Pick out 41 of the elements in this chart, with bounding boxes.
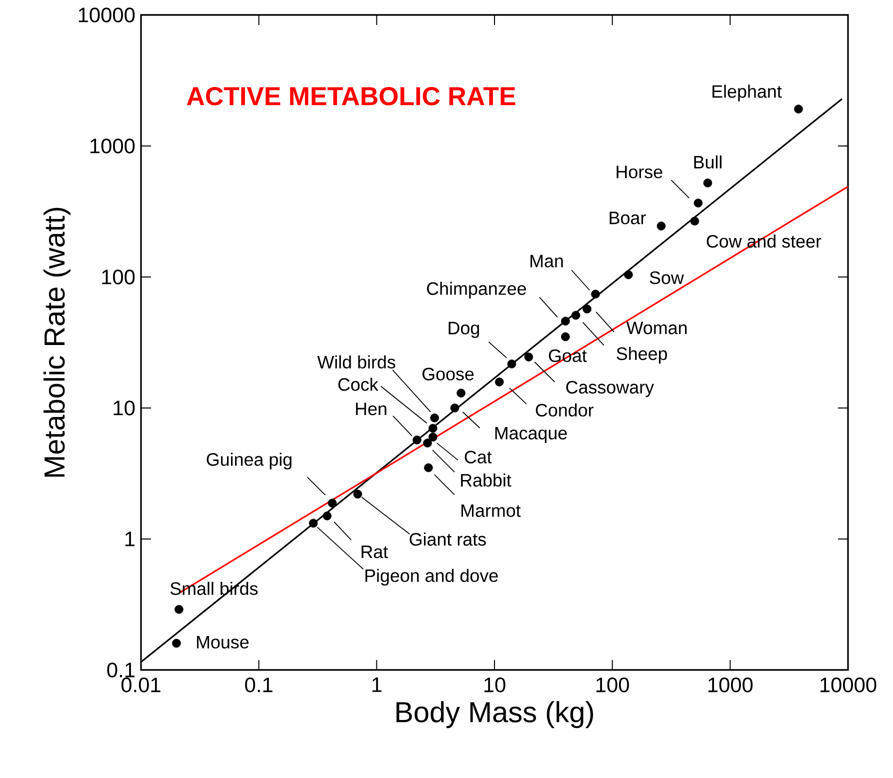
annotation: Goose <box>422 368 474 380</box>
annotation: Man <box>530 254 563 268</box>
x-tick-label: 10 <box>484 678 506 692</box>
annotation: Hen <box>356 402 386 416</box>
annotation: Guinea pig <box>206 452 292 470</box>
annotation: Rat <box>362 546 388 558</box>
x-tick-label: 0.1 <box>245 678 272 692</box>
y-tick-label: 10000 <box>78 8 135 22</box>
annotation: Wild birds <box>317 355 396 368</box>
x-axis-title: Body Mass (kg) <box>396 701 594 728</box>
annotation: Macaque <box>495 426 567 444</box>
annotation: Chimpanzee <box>427 282 526 299</box>
annotation: Marmot <box>462 504 521 517</box>
y-tick-label: 100 <box>102 270 135 284</box>
y-tick-label: 0.1 <box>107 662 134 678</box>
x-tick-label: 1000 <box>708 678 753 692</box>
annotation: Sheep <box>616 346 667 364</box>
y-tick-label: 10 <box>114 400 135 416</box>
annotation: Elephant <box>712 84 782 102</box>
annotation: Cassowary <box>566 380 654 398</box>
annotation: Bull <box>694 155 722 169</box>
annotation: Rabbit <box>461 473 512 487</box>
annotation: Mouse <box>197 636 249 648</box>
y-tick-label: 1 <box>125 532 134 546</box>
annotation: Sow <box>650 271 684 284</box>
annotation: Boar <box>610 212 646 224</box>
x-tick-label: 0.01 <box>121 678 160 692</box>
annotation: Giant rats <box>410 532 486 546</box>
y-axis-title: Metabolic Rate (watt) <box>44 208 70 477</box>
y-tick-label: 1000 <box>90 138 135 154</box>
annotation: Cat <box>464 450 492 464</box>
annotation: Pigeon and dove <box>365 568 498 586</box>
x-tick-label: 100 <box>596 678 629 692</box>
annotation: Dog <box>448 322 479 338</box>
text: ACTIVE METABOLIC RATE <box>186 87 516 106</box>
x-tick-label: 1 <box>372 678 382 692</box>
annotation: Condor <box>536 403 594 417</box>
annotation: Woman <box>626 322 687 334</box>
annotation: Cock <box>338 378 378 391</box>
annotation: Horse <box>616 166 662 178</box>
x-tick-label: 10000 <box>820 678 876 692</box>
